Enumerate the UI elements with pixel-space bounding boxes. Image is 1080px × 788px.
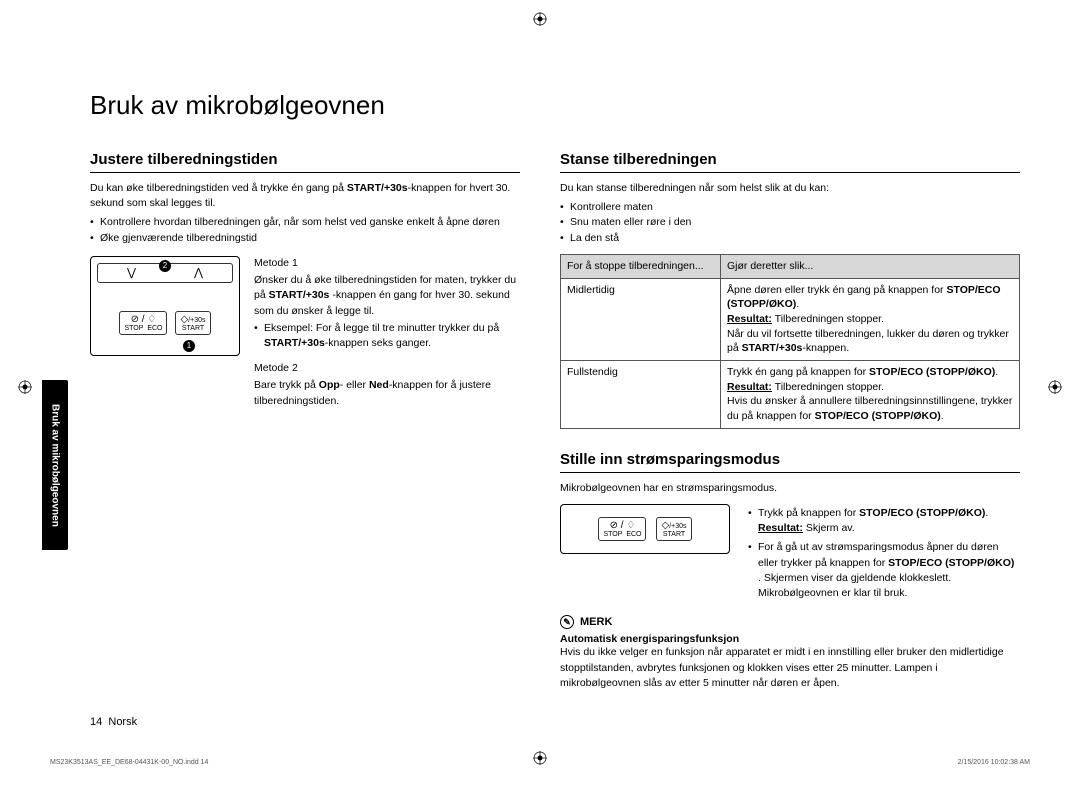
t: ECO	[626, 531, 641, 538]
methods-text: Metode 1 Ønsker du å øke tilberedningsti…	[254, 256, 520, 409]
t: .	[995, 366, 998, 378]
t-bold: STOP/ECO (STOPP/ØKO)	[888, 557, 1014, 569]
t: START	[182, 325, 204, 332]
td: Åpne døren eller trykk én gang på knappe…	[721, 278, 1020, 360]
t: .	[796, 298, 799, 310]
stop-intro: Du kan stanse tilberedningen når som hel…	[560, 181, 1020, 196]
t: START	[663, 531, 685, 538]
t: Tilberedningen stopper.	[772, 313, 884, 325]
t: STOP	[124, 325, 143, 332]
t: -knappen.	[802, 342, 849, 354]
note-subheading: Automatisk energisparingsfunksjon	[560, 633, 1020, 645]
up-icon: ⋀	[194, 266, 203, 279]
t: Skjerm av.	[803, 522, 855, 534]
section-heading-adjust: Justere tilberedningstiden	[90, 151, 520, 173]
right-column: Stanse tilberedningen Du kan stanse tilb…	[560, 151, 1020, 691]
th: For å stoppe tilberedningen...	[561, 254, 721, 278]
note-body: Hvis du ikke velger en funksjon når appa…	[560, 645, 1020, 691]
t: -knappen seks ganger.	[325, 337, 431, 349]
td: Trykk én gang på knappen for STOP/ECO (S…	[721, 361, 1020, 429]
t: Du kan øke tilberedningstiden ved å tryk…	[90, 182, 347, 194]
callout-1: 1	[183, 340, 195, 352]
t: /+30s	[188, 317, 205, 324]
pageno: 14	[90, 716, 102, 728]
power-panel-illustration: ⊘ / ♢ STOP ECO ◇/+30s START	[560, 504, 730, 554]
td: Midlertidig	[561, 278, 721, 360]
indd-path: MS23K3513AS_EE_DE68-04431K-00_NO.indd 14	[50, 759, 208, 766]
callout-2: 2	[159, 260, 171, 272]
t-bold: START/+30s	[269, 289, 330, 301]
bullet: La den stå	[560, 231, 1020, 246]
control-panel-illustration: ⋁ ⋀ ⊘ / ♢ STOP ECO ◇/+30s START 2	[90, 256, 240, 356]
t: .	[985, 507, 988, 519]
t-bold: START/+30s	[264, 337, 325, 349]
t: /+30s	[669, 523, 686, 530]
result-label: Resultat:	[758, 522, 803, 534]
stop-table: For å stoppe tilberedningen... Gjør dere…	[560, 254, 1020, 429]
t: Trykk én gang på knappen for	[727, 366, 869, 378]
stop-eco-button: ⊘ / ♢ STOP ECO	[119, 311, 167, 335]
power-bullets: Trykk på knappen for STOP/ECO (STOPP/ØKO…	[748, 504, 1020, 601]
th: Gjør deretter slik...	[721, 254, 1020, 278]
t: Trykk på knappen for	[758, 507, 859, 519]
page-title: Bruk av mikrobølgeovnen	[90, 90, 1020, 121]
power-intro: Mikrobølgeovnen har en strømsparingsmodu…	[560, 481, 1020, 496]
t-bold: STOP/ECO (STOPP/ØKO)	[869, 366, 995, 378]
page-number: 14 Norsk	[90, 716, 137, 728]
note-heading: ✎ MERK	[560, 615, 1020, 629]
t-bold: Opp	[319, 379, 340, 391]
section-heading-stop: Stanse tilberedningen	[560, 151, 1020, 173]
t: . Skjermen viser da gjeldende klokkeslet…	[758, 572, 951, 599]
t-bold: START/+30s	[742, 342, 803, 354]
t-bold: STOP/ECO (STOPP/ØKO)	[815, 410, 941, 422]
table-row: Midlertidig Åpne døren eller trykk én ga…	[561, 278, 1020, 360]
start-button: ◇/+30s START	[656, 517, 691, 541]
note-icon: ✎	[560, 615, 574, 629]
t-bold: STOP/ECO (STOPP/ØKO)	[859, 507, 985, 519]
t: STOP	[603, 531, 622, 538]
method2-heading: Metode 2	[254, 361, 520, 376]
result-label: Resultat:	[727, 313, 772, 325]
t: Tilberedningen stopper.	[772, 381, 884, 393]
t: Eksempel: For å legge til tre minutter t…	[264, 322, 499, 334]
start-button: ◇/+30s START	[175, 311, 210, 335]
t: ECO	[147, 325, 162, 332]
print-date: 2/15/2016 10:02:38 AM	[958, 759, 1030, 766]
down-icon: ⋁	[127, 266, 136, 279]
method1-heading: Metode 1	[254, 256, 520, 271]
bullet: Kontrollere maten	[560, 200, 1020, 215]
t: Åpne døren eller trykk én gang på knappe…	[727, 284, 946, 296]
bullet: Snu maten eller røre i den	[560, 215, 1020, 230]
t-bold: START/+30s	[347, 182, 408, 194]
footer-meta: MS23K3513AS_EE_DE68-04431K-00_NO.indd 14…	[50, 759, 1030, 766]
t: Bare trykk på	[254, 379, 319, 391]
note-label: MERK	[580, 616, 612, 628]
td: Fullstendig	[561, 361, 721, 429]
pagelang: Norsk	[108, 716, 137, 728]
result-label: Resultat:	[727, 381, 772, 393]
bullet: Kontrollere hvordan tilberedningen går, …	[90, 215, 520, 230]
bullet: Øke gjenværende tilberedningstid	[90, 231, 520, 246]
t-bold: Ned	[369, 379, 389, 391]
left-column: Justere tilberedningstiden Du kan øke ti…	[90, 151, 520, 691]
t: .	[941, 410, 944, 422]
table-row: Fullstendig Trykk én gang på knappen for…	[561, 361, 1020, 429]
section-heading-power: Stille inn strømsparingsmodus	[560, 451, 1020, 473]
stop-eco-button: ⊘ / ♢ STOP ECO	[598, 517, 646, 541]
intro-text: Du kan øke tilberedningstiden ved å tryk…	[90, 181, 520, 211]
t: - eller	[340, 379, 369, 391]
